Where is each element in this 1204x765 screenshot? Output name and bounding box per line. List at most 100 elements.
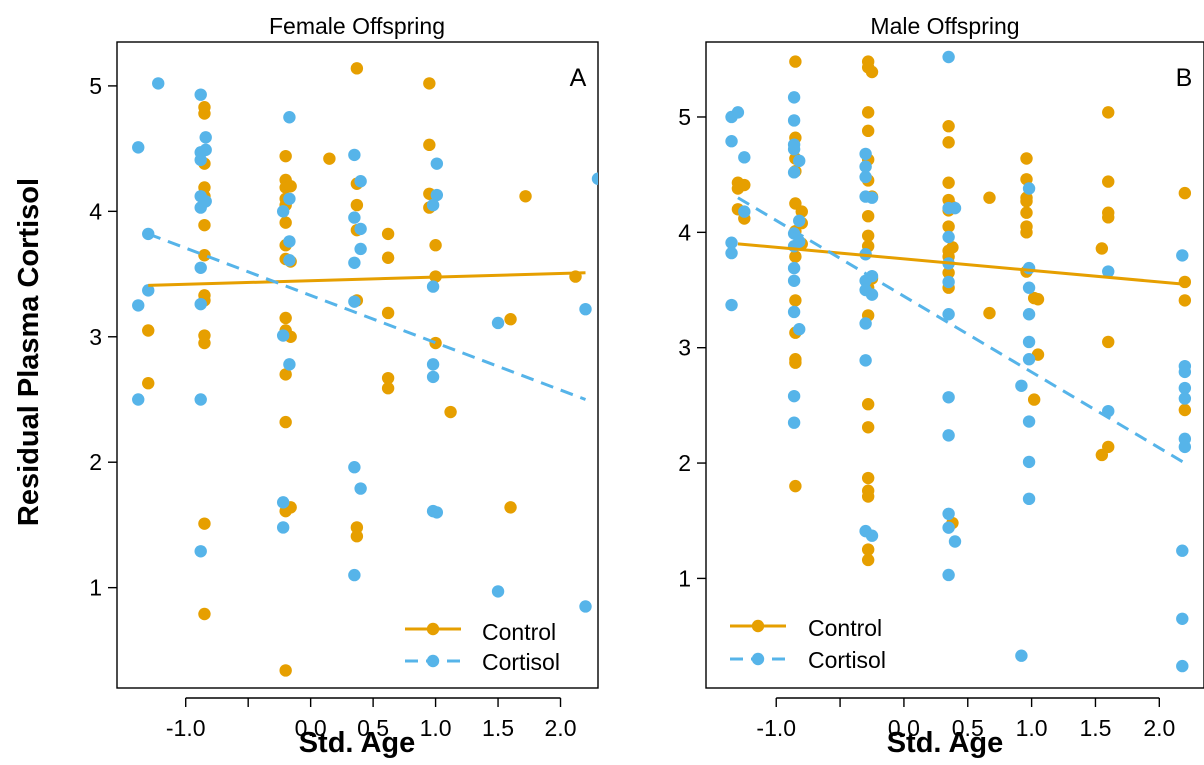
data-point-control: [381, 382, 395, 395]
data-point-cortisol: [1015, 649, 1028, 662]
data-point-control: [429, 336, 442, 350]
data-point-control: [279, 368, 292, 381]
data-point-control: [861, 398, 875, 411]
data-point-control: [429, 239, 442, 252]
y-axis-label: Residual Plasma Cortisol: [13, 178, 45, 526]
plot-frame: [705, 41, 1204, 689]
data-point-cortisol: [142, 284, 155, 297]
data-point-cortisol: [348, 256, 361, 269]
data-point-cortisol: [348, 211, 361, 224]
data-point-control: [789, 356, 802, 369]
fit-line-cortisol: [737, 196, 1186, 465]
x-tick-label: 1.5: [1079, 715, 1111, 741]
data-point-cortisol: [1178, 381, 1192, 395]
data-point-cortisol: [1022, 415, 1036, 428]
data-point-cortisol: [283, 192, 296, 205]
data-point-control: [423, 77, 436, 90]
panel-label: A: [570, 64, 587, 92]
data-point-cortisol: [276, 521, 290, 534]
x-tick-label: 1.0: [1016, 715, 1048, 741]
data-point-cortisol: [859, 147, 872, 161]
data-point-cortisol: [132, 299, 145, 312]
data-point-cortisol: [787, 261, 801, 275]
data-point-control: [1178, 294, 1192, 307]
data-point-control: [1178, 403, 1192, 417]
data-point-cortisol: [942, 308, 955, 321]
x-axis-label: Std. Age: [887, 727, 1004, 759]
data-point-cortisol: [491, 585, 505, 598]
data-point-control: [1102, 440, 1115, 454]
data-point-control: [198, 107, 211, 120]
data-point-cortisol: [1022, 261, 1036, 275]
data-point-cortisol: [787, 166, 801, 179]
legend-label-cortisol: Cortisol: [482, 649, 560, 675]
data-point-cortisol: [787, 416, 801, 429]
data-point-cortisol: [793, 235, 806, 248]
data-point-cortisol: [579, 302, 592, 316]
data-point-cortisol: [348, 568, 361, 582]
data-point-cortisol: [491, 316, 505, 330]
data-point-cortisol: [738, 151, 751, 164]
data-point-control: [198, 336, 211, 350]
data-point-control: [198, 249, 211, 262]
data-point-cortisol: [865, 529, 879, 542]
data-point-control: [942, 136, 955, 149]
data-point-cortisol: [354, 222, 367, 236]
data-point-control: [381, 306, 395, 320]
data-point-cortisol: [859, 317, 872, 330]
data-point-cortisol: [348, 461, 361, 474]
y-tick-label: 3: [678, 335, 691, 361]
data-point-control: [350, 521, 364, 534]
data-point-control: [198, 218, 211, 232]
y-tick-label: 4: [89, 198, 102, 224]
data-point-cortisol: [1022, 492, 1036, 506]
data-point-cortisol: [865, 191, 879, 204]
data-point-control: [942, 176, 955, 189]
data-point-cortisol: [1022, 182, 1036, 195]
data-point-cortisol: [859, 160, 872, 173]
data-point-cortisol: [793, 214, 806, 228]
data-point-cortisol: [787, 91, 801, 104]
data-point-cortisol: [793, 154, 806, 168]
data-point-cortisol: [725, 246, 738, 260]
data-point-control: [861, 229, 875, 242]
data-point-control: [381, 371, 395, 385]
x-tick-label: 1.5: [482, 715, 514, 741]
x-tick-label: -1.0: [756, 715, 796, 741]
data-point-control: [1178, 275, 1192, 289]
data-point-cortisol: [942, 507, 955, 521]
data-point-cortisol: [132, 141, 145, 154]
data-point-control: [1027, 393, 1041, 406]
data-point-control: [946, 241, 959, 254]
data-point-cortisol: [1022, 353, 1036, 366]
data-point-control: [350, 62, 364, 75]
data-point-cortisol: [194, 297, 207, 311]
data-point-control: [198, 517, 211, 530]
data-point-control: [861, 553, 875, 567]
data-point-cortisol: [1178, 365, 1192, 379]
fit-line-control: [148, 271, 586, 287]
data-point-cortisol: [948, 201, 962, 215]
data-point-cortisol: [276, 496, 290, 509]
data-point-control: [738, 178, 751, 192]
data-point-cortisol: [942, 391, 955, 404]
data-point-cortisol: [787, 143, 801, 156]
data-point-cortisol: [738, 205, 751, 218]
data-point-control: [1020, 226, 1033, 239]
data-point-control: [789, 294, 802, 307]
data-point-cortisol: [865, 288, 879, 301]
data-point-control: [1178, 186, 1192, 200]
data-point-cortisol: [283, 235, 296, 248]
legend-marker-control: [426, 622, 440, 636]
data-point-control: [861, 209, 875, 223]
data-point-cortisol: [430, 506, 444, 519]
data-point-cortisol: [194, 153, 207, 167]
fit-line-control: [737, 242, 1185, 286]
data-point-cortisol: [1022, 455, 1036, 469]
legend-marker-cortisol: [426, 654, 440, 668]
data-point-cortisol: [1178, 440, 1192, 454]
data-point-cortisol: [1176, 544, 1189, 557]
data-point-control: [789, 250, 802, 263]
data-point-control: [284, 180, 297, 193]
